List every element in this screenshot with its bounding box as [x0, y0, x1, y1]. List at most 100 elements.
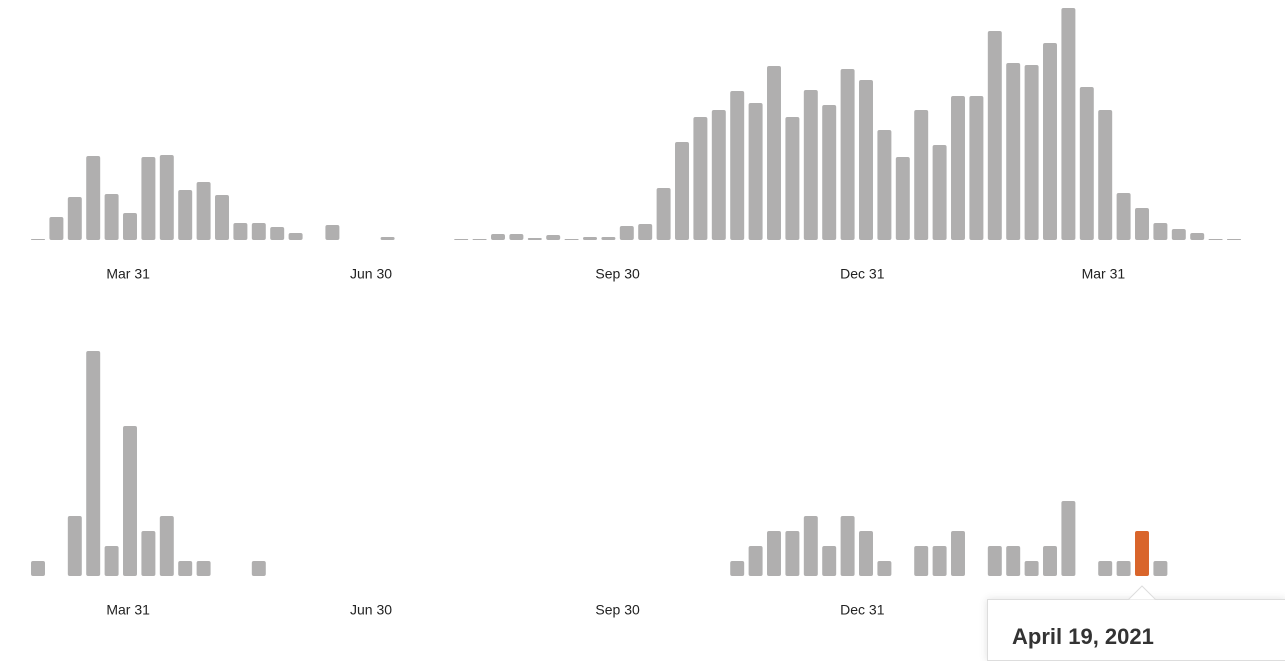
bar — [601, 237, 616, 240]
bar — [1208, 239, 1223, 240]
bar — [914, 546, 929, 576]
bar — [123, 426, 137, 576]
bar — [270, 227, 285, 240]
bar — [178, 190, 193, 240]
tooltip: April 19, 2021 — [987, 599, 1285, 661]
bar — [1135, 208, 1149, 240]
bar — [638, 224, 653, 240]
bar — [233, 223, 248, 240]
x-tick-label: Mar 31 — [106, 266, 150, 282]
bar — [1061, 501, 1076, 576]
bar — [969, 96, 984, 240]
bar — [1024, 65, 1039, 240]
x-tick-label: Sep 30 — [595, 602, 640, 618]
bar — [1098, 561, 1113, 576]
bar — [895, 157, 910, 240]
bar — [583, 237, 597, 240]
bar — [215, 195, 229, 240]
bar — [509, 234, 524, 240]
bar — [951, 96, 965, 240]
bar — [178, 561, 193, 576]
bar — [196, 561, 211, 576]
bar — [380, 237, 395, 240]
bar — [123, 213, 137, 240]
bar — [546, 235, 561, 240]
bar — [748, 103, 763, 240]
bar — [67, 516, 82, 576]
x-tick-label: Sep 30 — [595, 266, 640, 282]
bar — [454, 239, 469, 240]
x-tick-label: Mar 31 — [1082, 266, 1126, 282]
bar — [767, 531, 781, 576]
bar — [564, 239, 579, 240]
bar — [822, 105, 837, 240]
bar — [840, 516, 855, 576]
bar — [1024, 561, 1039, 576]
bar — [86, 351, 101, 576]
tooltip-title: April 19, 2021 — [1012, 624, 1154, 649]
bar — [196, 182, 211, 240]
bar — [1043, 546, 1057, 576]
bar — [803, 90, 818, 240]
bar — [693, 117, 708, 240]
bar — [859, 80, 873, 240]
bar — [104, 546, 119, 576]
bar — [1171, 229, 1186, 240]
bar — [803, 516, 818, 576]
bar — [1098, 110, 1113, 240]
bar — [49, 217, 64, 240]
bar — [251, 561, 266, 576]
bar — [1006, 63, 1021, 240]
bar — [31, 561, 45, 576]
bar — [1043, 43, 1057, 240]
bar — [86, 156, 101, 240]
bar — [859, 531, 873, 576]
bar — [711, 110, 726, 240]
bar — [767, 66, 781, 240]
bar — [472, 239, 487, 240]
bar — [1116, 561, 1131, 576]
bar — [877, 561, 892, 576]
x-tick-label: Jun 30 — [350, 602, 392, 618]
x-tick-label: Dec 31 — [840, 602, 885, 618]
x-tick-label: Jun 30 — [350, 266, 392, 282]
bar — [491, 234, 505, 240]
bar — [822, 546, 837, 576]
bar — [527, 238, 542, 240]
bar — [656, 188, 671, 240]
bar — [1061, 8, 1076, 240]
bar — [987, 546, 1002, 576]
bar — [877, 130, 892, 240]
bar — [785, 531, 800, 576]
bar — [1190, 233, 1205, 240]
bar — [932, 546, 947, 576]
bar — [1135, 531, 1149, 576]
bar — [251, 223, 266, 240]
bar — [104, 194, 119, 240]
bar — [159, 155, 174, 240]
bar — [730, 561, 745, 576]
bar — [31, 239, 45, 240]
bar — [619, 226, 634, 240]
bar — [730, 91, 745, 240]
bar — [932, 145, 947, 240]
bar — [141, 157, 156, 240]
bar — [987, 31, 1002, 240]
bar — [288, 233, 303, 240]
bar — [748, 546, 763, 576]
bar — [1153, 223, 1168, 240]
bar — [914, 110, 929, 240]
bar — [1227, 239, 1241, 240]
x-tick-label: Dec 31 — [840, 266, 885, 282]
bar — [141, 531, 156, 576]
bar — [1116, 193, 1131, 240]
bar — [159, 516, 174, 576]
bar — [951, 531, 965, 576]
bar — [1079, 87, 1094, 240]
bar — [67, 197, 82, 240]
bar — [840, 69, 855, 240]
bar — [1006, 546, 1021, 576]
bar — [675, 142, 689, 240]
